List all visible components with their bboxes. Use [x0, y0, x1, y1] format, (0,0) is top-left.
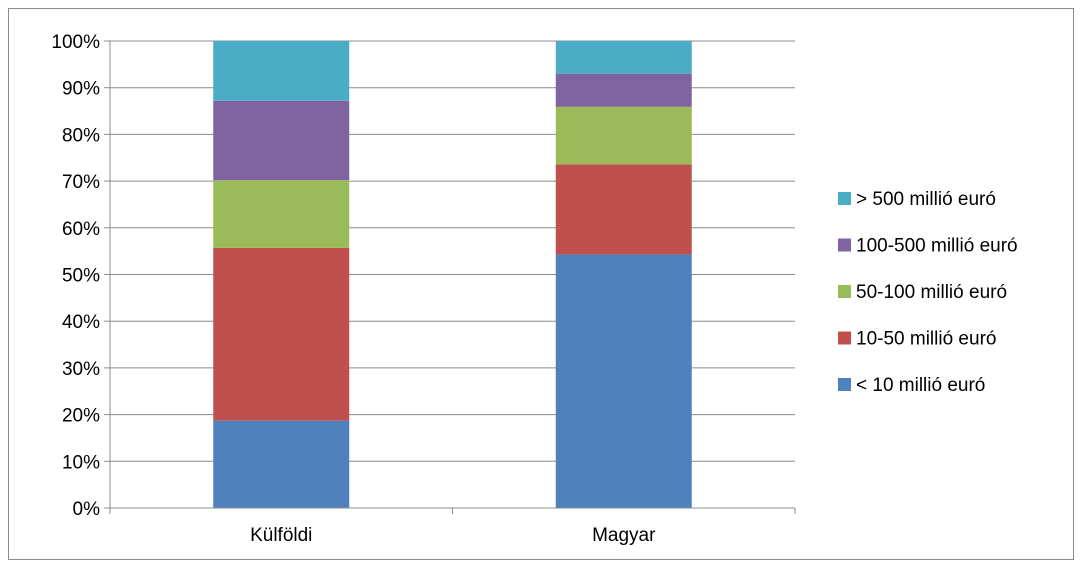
gridlines	[110, 40, 795, 509]
y-tick-labels: 0% 10% 20% 30% 40% 50% 60% 70% 80% 90% 100%	[51, 32, 100, 520]
legend-swatch	[838, 238, 851, 252]
legend-label: 100-500 millió euró	[856, 236, 1018, 257]
legend-label: < 10 millió euró	[856, 375, 985, 396]
y-tick-label: 40%	[62, 312, 100, 333]
axes	[104, 40, 796, 514]
y-tick-label: 90%	[62, 79, 100, 100]
legend-swatch	[838, 192, 851, 205]
x-tick-labels: Külföldi Magyar	[250, 525, 656, 546]
bar-segment	[213, 180, 350, 248]
y-tick-label: 60%	[62, 219, 100, 240]
y-tick-label: 70%	[62, 172, 100, 193]
y-tick-label: 0%	[73, 499, 101, 520]
legend-swatch	[838, 378, 851, 391]
y-tick-label: 100%	[51, 32, 100, 53]
x-tick-label: Magyar	[592, 525, 656, 546]
legend-swatch	[838, 285, 851, 298]
bars	[213, 41, 692, 508]
bar-segment	[213, 420, 350, 508]
legend-label: 10-50 millió euró	[856, 329, 996, 350]
y-tick-label: 10%	[62, 452, 100, 473]
legend-label: 50-100 millió euró	[856, 282, 1007, 303]
legend-label: > 500 millió euró	[856, 189, 996, 210]
bar-segment	[555, 254, 692, 508]
y-tick-label: 50%	[62, 266, 100, 287]
y-tick-label: 80%	[62, 125, 100, 146]
legend: > 500 millió euró 100-500 millió euró 50-1…	[838, 189, 1018, 396]
bar-segment	[213, 100, 350, 181]
bar-segment	[555, 164, 692, 255]
bar-segment	[555, 73, 692, 107]
x-tick-label: Külföldi	[250, 525, 312, 546]
bar-segment	[555, 106, 692, 165]
y-tick-label: 30%	[62, 359, 100, 380]
legend-swatch	[838, 331, 851, 345]
y-tick-label: 20%	[62, 406, 100, 427]
bar-segment	[213, 41, 350, 101]
bar-segment	[213, 247, 350, 421]
chart-frame	[8, 8, 1074, 560]
bar-segment	[555, 41, 692, 74]
